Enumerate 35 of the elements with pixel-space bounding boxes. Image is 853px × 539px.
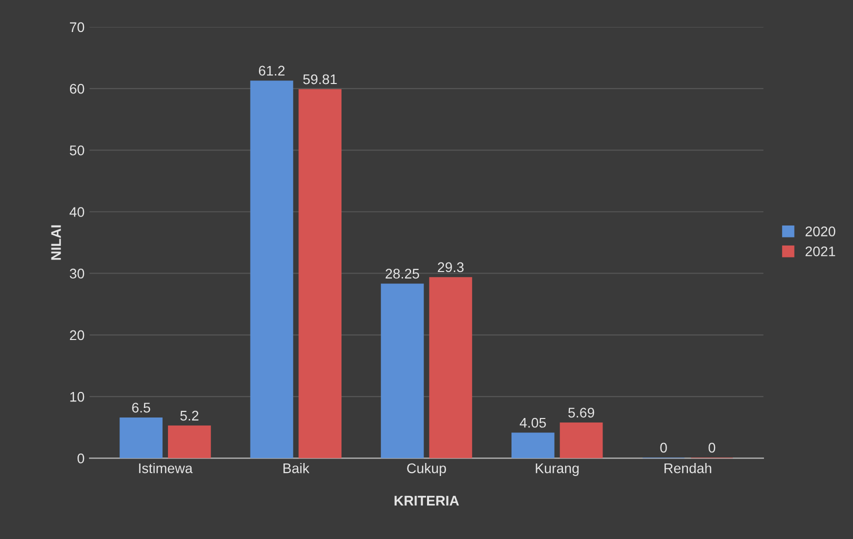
y-tick-label: 70 xyxy=(70,22,84,32)
x-tick-label: Baik xyxy=(284,463,310,474)
legend-label: 2021 xyxy=(806,246,836,256)
x-tick-label: Rendah xyxy=(664,463,712,474)
data-label: 0 xyxy=(708,442,716,453)
x-tick-label: Istimewa xyxy=(139,463,193,474)
bar xyxy=(298,89,342,458)
data-label: 5.69 xyxy=(568,408,594,418)
y-tick-label: 0 xyxy=(78,453,84,464)
legend-label: 2020 xyxy=(806,226,836,236)
data-label: 59.81 xyxy=(303,74,337,84)
y-axis-title: NILAI xyxy=(51,225,61,260)
y-tick-label: 60 xyxy=(70,84,84,94)
data-label: 29.3 xyxy=(438,262,464,272)
bar xyxy=(429,277,472,458)
y-tick-label: 30 xyxy=(70,268,84,279)
bar xyxy=(511,432,554,458)
data-label: 0 xyxy=(660,442,667,453)
bar xyxy=(560,422,603,458)
data-label: 28.25 xyxy=(386,268,420,279)
x-tick-label: Cukup xyxy=(407,463,446,476)
y-tick-label: 50 xyxy=(70,145,84,156)
x-axis-title: KRITERIA xyxy=(394,496,459,506)
bar xyxy=(250,80,294,458)
data-label: 6.5 xyxy=(132,402,150,413)
y-tick-label: 10 xyxy=(70,392,84,402)
data-label: 5.2 xyxy=(180,410,198,421)
bar xyxy=(380,284,424,458)
bar xyxy=(168,426,211,458)
data-label: 4.05 xyxy=(520,418,546,428)
data-label: 61.2 xyxy=(258,66,285,76)
y-tick-label: 20 xyxy=(70,330,84,340)
y-tick-label: 40 xyxy=(70,207,84,217)
x-tick-label: Kurang xyxy=(536,464,579,476)
bar xyxy=(120,418,163,458)
